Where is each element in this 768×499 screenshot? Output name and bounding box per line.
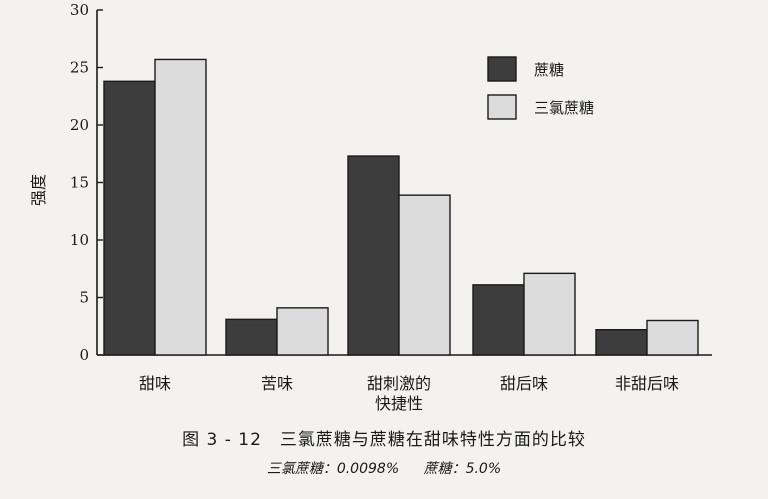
bar-sucralose-1 (276, 307, 329, 356)
y-tick-label: 30 (70, 1, 89, 19)
y-tick-label: 20 (70, 116, 89, 134)
y-tick-label: 15 (70, 174, 89, 192)
bar-sucralose-2 (398, 194, 451, 356)
figure-caption: 图 3 - 12 三氯蔗糖与蔗糖在甜味特性方面的比较 (182, 430, 586, 450)
y-tick-label: 5 (79, 289, 89, 307)
note-sucrose: 蔗糖：5.0% (423, 461, 502, 477)
legend-swatch-sucrose (487, 56, 517, 82)
bar-sucrose-2 (347, 155, 400, 356)
y-tick-label: 25 (70, 59, 89, 77)
y-tick-label: 10 (70, 231, 89, 249)
bars (103, 58, 699, 356)
bar-sucrose-3 (472, 284, 525, 356)
x-category-label: 非甜后味 (615, 374, 679, 393)
x-category-label: 甜味 (139, 374, 171, 393)
bar-sucrose-4 (595, 329, 648, 356)
y-axis-label: 强度 (29, 174, 48, 206)
x-category-label: 甜刺激的快捷性 (367, 374, 431, 413)
legend-label-sucrose: 蔗糖 (534, 61, 564, 79)
bar-sucrose-1 (225, 318, 278, 356)
bar-sucrose-0 (103, 80, 156, 356)
legend-swatch-sucralose (487, 94, 517, 120)
y-tick-label: 0 (79, 346, 89, 364)
concentration-note: 三氯蔗糖：0.0098% 蔗糖：5.0% (0, 458, 768, 478)
bar-sucralose-4 (646, 319, 699, 356)
bar-sucralose-0 (154, 58, 207, 356)
x-axis-labels: 甜味 苦味 甜刺激的快捷性 甜后味 非甜后味 (139, 374, 679, 413)
legend-label-sucralose: 三氯蔗糖 (534, 99, 594, 117)
note-sucralose: 三氯蔗糖：0.0098% (266, 461, 400, 477)
bar-sucralose-3 (523, 272, 576, 356)
x-category-label: 甜后味 (500, 374, 548, 393)
x-category-label: 苦味 (261, 374, 293, 393)
